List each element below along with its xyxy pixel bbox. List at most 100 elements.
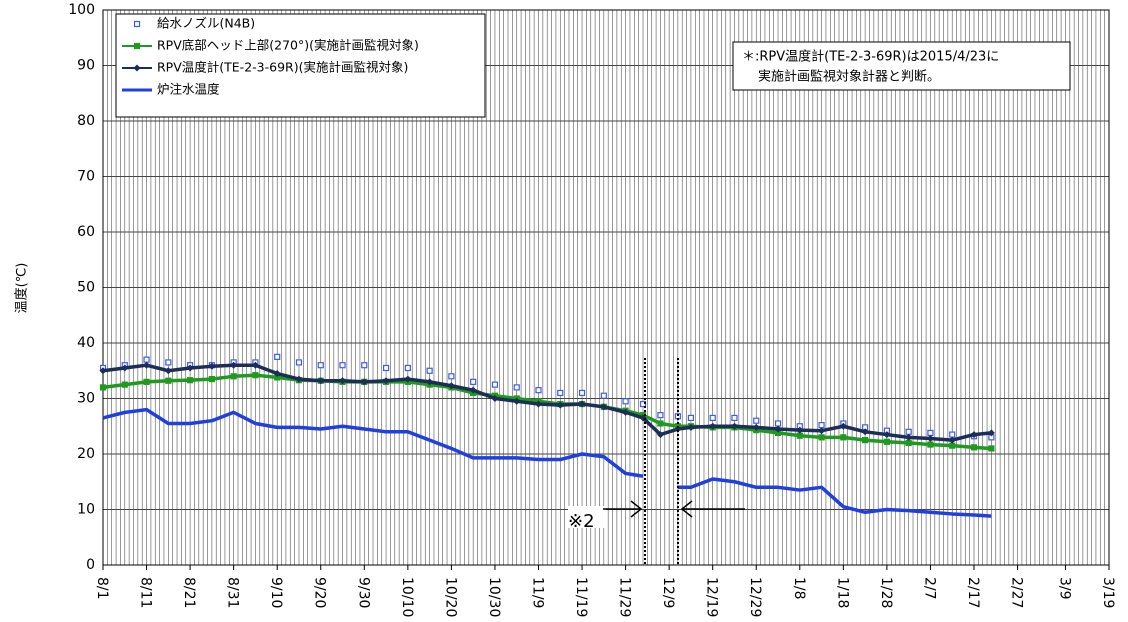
note-line: ＊:RPV温度計(TE-2-3-69R)は2015/4/23に xyxy=(742,49,999,65)
x-tick-label: 1/8 xyxy=(791,577,807,600)
x-tick-label: 10/30 xyxy=(486,577,502,617)
x-tick-label: 2/17 xyxy=(965,577,981,608)
marker xyxy=(426,367,433,374)
marker xyxy=(600,403,608,411)
marker xyxy=(905,428,912,435)
marker xyxy=(230,373,237,380)
marker xyxy=(674,425,682,433)
marker xyxy=(687,423,695,431)
marker xyxy=(752,423,760,431)
marker xyxy=(361,362,368,369)
marker xyxy=(862,437,869,444)
marker xyxy=(513,384,520,391)
note-line: 実施計画監視対象計器と判断。 xyxy=(758,69,940,85)
marker xyxy=(252,372,259,379)
marker xyxy=(657,412,664,419)
marker xyxy=(970,431,978,439)
x-tick-label: 2/7 xyxy=(921,577,937,600)
x-tick-label: 3/19 xyxy=(1100,577,1116,608)
marker xyxy=(165,359,172,366)
series-line xyxy=(102,407,992,518)
x-tick-label: 1/18 xyxy=(834,577,850,608)
legend-label: 給水ノズル(N4B) xyxy=(157,16,255,31)
legend-label: RPV底部ヘッド上部(270°)(実施計画監視対象) xyxy=(157,38,419,53)
marker xyxy=(491,381,499,388)
grid xyxy=(102,9,1110,570)
marker xyxy=(883,438,890,445)
annotation: ※2 xyxy=(568,511,595,532)
marker xyxy=(251,361,259,369)
marker xyxy=(949,431,956,438)
marker xyxy=(557,389,564,397)
marker xyxy=(513,397,521,405)
x-tick-label: 12/9 xyxy=(660,577,676,608)
marker xyxy=(339,362,346,369)
marker xyxy=(165,377,172,384)
note: ＊:RPV温度計(TE-2-3-69R)は2015/4/23に 実施計画監視対象… xyxy=(732,41,1071,91)
marker xyxy=(99,384,107,391)
marker xyxy=(491,395,499,402)
marker xyxy=(687,414,695,422)
y-axis-label: 温度(℃) xyxy=(14,263,30,314)
legend-label: RPV温度計(TE-2-3-69R)(実施計画監視対象) xyxy=(157,60,408,75)
marker xyxy=(295,359,303,366)
marker xyxy=(600,392,607,399)
marker xyxy=(905,439,912,446)
y-tick-label: 50 xyxy=(77,280,95,296)
marker xyxy=(99,367,107,375)
annotation-bg xyxy=(568,506,606,528)
marker xyxy=(926,434,934,442)
marks xyxy=(99,353,995,518)
x-tick-label: 12/29 xyxy=(747,577,763,617)
marker xyxy=(774,420,782,427)
marker xyxy=(230,361,238,369)
marker xyxy=(657,420,664,427)
marker xyxy=(905,433,913,441)
x-tick-label: 10/20 xyxy=(442,577,458,617)
marker xyxy=(448,373,455,380)
x-tick-label: 12/19 xyxy=(704,577,720,617)
marker xyxy=(447,382,455,390)
x-tick-label: 8/11 xyxy=(138,577,154,608)
marker xyxy=(382,364,390,372)
marker xyxy=(796,426,804,434)
marker xyxy=(404,364,411,372)
y-tick-label: 20 xyxy=(77,446,95,462)
marker xyxy=(927,441,934,448)
marker xyxy=(133,64,141,72)
marker xyxy=(208,375,215,383)
y-tick-label: 90 xyxy=(77,58,95,74)
marker xyxy=(469,386,477,394)
marker xyxy=(121,364,129,372)
marker xyxy=(556,401,564,409)
marker xyxy=(274,353,281,360)
marker xyxy=(121,381,128,388)
marker xyxy=(578,389,586,397)
x-tick-label: 8/31 xyxy=(225,577,241,608)
marker xyxy=(143,361,151,369)
marker xyxy=(656,431,664,439)
marker xyxy=(753,417,760,424)
x-tick-label: 2/27 xyxy=(1009,577,1025,608)
marker xyxy=(948,436,956,444)
marker xyxy=(818,434,825,441)
marker xyxy=(970,444,978,451)
marker xyxy=(317,362,324,369)
x-tick-label: 9/10 xyxy=(268,577,284,608)
marker xyxy=(360,378,368,386)
marker xyxy=(987,429,995,437)
marker xyxy=(208,362,216,370)
x-tick-label: 3/9 xyxy=(1056,577,1072,600)
marker xyxy=(731,414,738,422)
marker xyxy=(622,398,629,405)
y-tick-label: 0 xyxy=(86,557,95,573)
marker xyxy=(578,400,586,408)
marker xyxy=(796,432,803,439)
marker xyxy=(186,364,194,372)
x-tick-label: 9/20 xyxy=(312,577,328,608)
marker xyxy=(404,375,412,383)
marker xyxy=(133,20,141,28)
marker xyxy=(949,442,956,449)
marker xyxy=(143,356,150,363)
